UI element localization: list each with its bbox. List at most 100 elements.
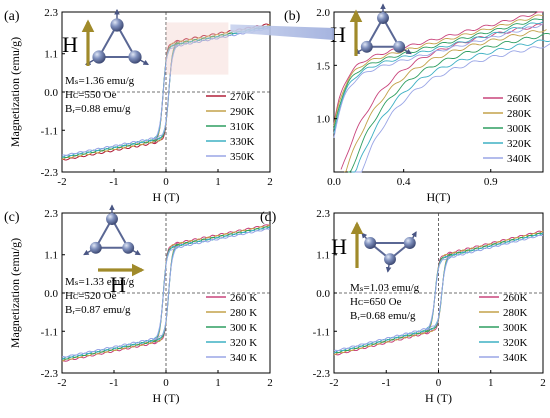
y-tick-label: 1.1 [44, 49, 58, 61]
atom-sphere [110, 18, 124, 32]
y-tick-label: 1.1 [316, 250, 330, 262]
annotation-text: Hᴄ=650 Oe [350, 296, 402, 308]
atom-sphere [92, 50, 106, 64]
legend-entry: 340 K [230, 352, 257, 364]
legend-entry: 280K [503, 307, 528, 319]
x-tick-label: 1 [488, 377, 494, 389]
legend-entry: 280K [507, 108, 532, 120]
field-indicator: H [98, 263, 145, 297]
panel-label: (c) [4, 210, 20, 225]
annotation-text: Mₛ=1.33 emu/g [65, 276, 135, 288]
legend-entry: 270K [230, 91, 255, 103]
x-tick-label: 0.0 [327, 176, 341, 188]
y-tick-label: 2.3 [44, 208, 58, 220]
series-curve-350k-down [61, 28, 271, 156]
annotation-text: Bᵣ=0.68 emu/g [350, 310, 416, 322]
x-tick-label: 1 [215, 176, 221, 188]
legend-entry: 340K [507, 153, 532, 165]
legend-entry: 260 K [230, 292, 257, 304]
y-tick-label: -2.3 [41, 167, 59, 179]
series-curve-300k-lower [347, 32, 550, 173]
x-tick-label: 0 [436, 377, 442, 389]
x-tick-label: 0.4 [397, 176, 411, 188]
legend-entry: 300 K [230, 322, 257, 334]
atom-sphere [89, 241, 102, 254]
legend-entry: 260K [503, 292, 528, 304]
y-axis-label: Magnetization (emu/g) [8, 238, 22, 348]
annotation-text: Bᵣ=0.88 emu/g [65, 103, 131, 115]
y-tick-label: -2.3 [313, 368, 331, 380]
y-tick-label: -1.1 [41, 125, 58, 137]
annotation-text: Mₛ=1.03 emu/g [350, 282, 420, 294]
legend-entry: 310K [230, 121, 255, 133]
molecule-bond [365, 15, 401, 48]
panel-b: 0.0 0.4 0.9 1.0 1.5 2.0 H(T) (b) 260K 280K 300K 320… [284, 3, 550, 204]
legend-entry: 350K [230, 151, 255, 163]
x-tick-label: 2 [267, 176, 273, 188]
atom-sphere [128, 50, 142, 64]
panel-d: -2 -1 0 1 2 -2.3 -1.1 0.0 1.1 2.3 H (T) (d) Mₛ=1.03 … [260, 208, 546, 405]
molecule-icon [354, 3, 412, 55]
field-label: H [330, 22, 346, 47]
legend-entry: 320K [503, 337, 528, 349]
atom-sphere [122, 241, 135, 254]
y-tick-label: 0.0 [44, 288, 58, 300]
x-tick-label: 0.9 [484, 176, 498, 188]
y-tick-label: -1.1 [41, 326, 58, 338]
legend-entry: 320 K [230, 337, 257, 349]
legend-entry: 300K [503, 322, 528, 334]
y-tick-label: 1.0 [316, 114, 330, 126]
y-tick-label: 2.0 [316, 7, 330, 19]
atom-sphere [393, 40, 406, 53]
x-tick-label: 0 [163, 377, 169, 389]
x-axis-label: H (T) [153, 190, 180, 204]
field-label: H [62, 32, 78, 57]
series-curve-280k-lower [344, 29, 547, 173]
panel-label: (b) [284, 9, 301, 24]
molecule-bond [97, 22, 137, 58]
x-tick-label: -2 [329, 377, 338, 389]
zoom-connector [230, 24, 334, 40]
annotation-text: Hᴄ=550 Oe [65, 89, 117, 101]
panel-label: (a) [4, 9, 20, 24]
zoom-region [166, 22, 229, 75]
series-curve-320k-lower [351, 39, 550, 173]
molecule-icon [83, 204, 141, 256]
x-tick-label: 2 [267, 377, 273, 389]
series-curve-300k-upper [333, 18, 544, 130]
molecule-bond [367, 242, 413, 261]
x-axis-label: H (T) [425, 391, 452, 405]
panel-label: (d) [260, 210, 277, 225]
annotation-text: Mₛ=1.36 emu/g [65, 75, 135, 87]
y-tick-label: 0.0 [44, 87, 58, 99]
y-tick-label: 1.5 [316, 60, 330, 72]
atom-sphere [384, 253, 396, 266]
field-indicator: H [62, 19, 95, 66]
series-curve-340k-down [333, 234, 544, 352]
legend-entry: 320K [507, 138, 532, 150]
y-tick-label: 1.1 [44, 250, 58, 262]
field-indicator: H [330, 9, 363, 56]
y-tick-label: 0.0 [316, 288, 330, 300]
x-tick-label: -1 [109, 176, 118, 188]
series-curve-320k-upper [333, 21, 544, 134]
x-tick-label: -2 [57, 377, 66, 389]
legend-entry: 290K [230, 106, 255, 118]
series-curve-260k-lower [340, 23, 544, 170]
x-tick-label: 1 [215, 377, 221, 389]
x-axis-label: H(T) [427, 190, 451, 204]
atom-sphere [377, 12, 389, 24]
atom-sphere [106, 213, 118, 225]
panel-c: -2 -1 0 1 2 -2.3 -1.1 0.0 1.1 2.3 H (T) Magnetizati… [4, 204, 273, 405]
series-curve-260k-upper [333, 11, 543, 125]
x-tick-label: -1 [382, 377, 391, 389]
series-curve-340k-upper [333, 23, 544, 138]
atom-sphere [360, 40, 373, 53]
atom-sphere [364, 237, 377, 249]
molecule-icon [361, 231, 417, 273]
series-curve-340k-down [61, 228, 271, 358]
series-curve-340k-lower [354, 43, 550, 173]
x-tick-label: 2 [540, 377, 546, 389]
annotation-text: Bᵣ=0.87 emu/g [65, 304, 131, 316]
